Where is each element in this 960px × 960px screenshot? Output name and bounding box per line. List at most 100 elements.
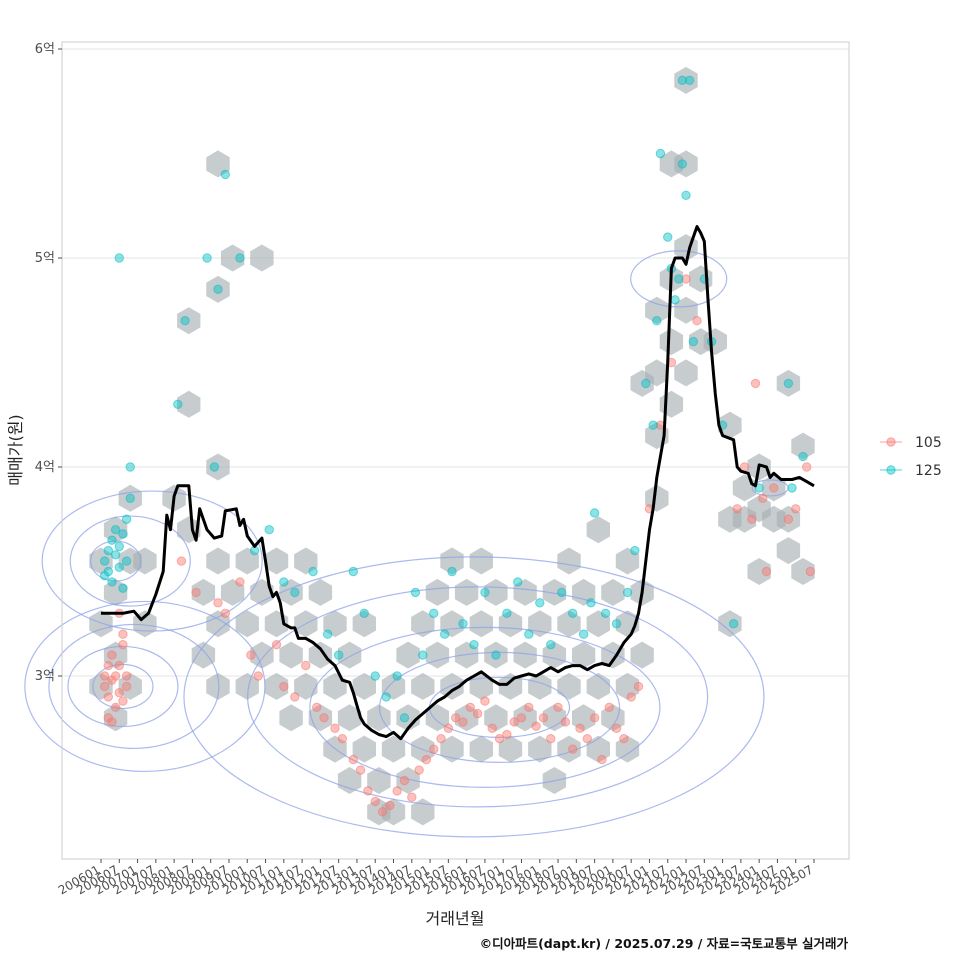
scatter-point-125 <box>235 253 245 263</box>
density-contour <box>247 586 709 808</box>
scatter-point-125 <box>469 639 479 650</box>
scatter-point-105 <box>110 702 121 713</box>
hexbin-cell <box>572 641 596 669</box>
scatter-point-125 <box>125 462 135 472</box>
scatter-point-125 <box>114 253 124 263</box>
legend: 105 125 <box>880 435 942 479</box>
scatter-point-125 <box>491 650 501 660</box>
scatter-point-125 <box>622 587 633 598</box>
scatter-point-125 <box>502 608 512 618</box>
hexbin-cell <box>645 359 669 387</box>
scatter-point-125 <box>524 629 534 639</box>
hexbin-cell <box>381 798 406 826</box>
hexbin-cell <box>279 641 303 669</box>
scatter-point-105 <box>465 702 475 713</box>
scatter-point-105 <box>355 765 366 775</box>
hexbin-cell <box>674 66 698 94</box>
scatter-point-125 <box>655 148 666 159</box>
hexbin-cell <box>674 359 698 387</box>
hexbin-cell <box>586 516 610 544</box>
hexbin-cell <box>206 275 230 303</box>
hexbin-cell <box>411 610 435 638</box>
scatter-point-105 <box>246 650 256 660</box>
hexbin-cell <box>454 578 479 606</box>
scatter-point-125 <box>103 545 114 556</box>
scatter-point-105 <box>604 702 614 713</box>
scatter-point-125 <box>663 232 673 242</box>
hexbin-cell <box>206 672 230 700</box>
scatter-point-125 <box>681 190 691 201</box>
hexbin-cell <box>469 610 493 638</box>
scatter-point-105 <box>436 734 446 744</box>
scatter-point-125 <box>670 295 680 305</box>
legend-label: 105 <box>915 435 942 451</box>
scatter-point-125 <box>290 587 300 598</box>
hexbin-cell <box>381 735 406 763</box>
scatter-point-105 <box>118 639 128 650</box>
scatter-point-125 <box>279 577 289 587</box>
scatter-point-125 <box>125 493 135 504</box>
hexbin-cell <box>557 672 581 700</box>
scatter-point-105 <box>319 713 329 723</box>
scatter-point-105 <box>589 713 600 723</box>
scatter-point-125 <box>630 545 640 556</box>
scatter-point-105 <box>279 681 289 692</box>
scatter-point-125 <box>308 566 318 577</box>
scatter-point-125 <box>410 587 421 598</box>
scatter-point-105 <box>732 504 742 514</box>
scatter-point-105 <box>692 316 702 326</box>
trend-line <box>101 225 815 741</box>
hexbin-cell <box>791 558 815 585</box>
scatter-point-125 <box>787 483 797 493</box>
scatter-point-125 <box>107 577 117 587</box>
scatter-point-105 <box>121 671 132 681</box>
panel-frame <box>61 41 850 860</box>
hexbin-cell <box>235 610 259 638</box>
density-contour <box>183 556 765 838</box>
hexbin-cell <box>718 411 742 439</box>
scatter-point-125 <box>399 713 410 723</box>
scatter-point-105 <box>235 577 245 587</box>
scatter-point-105 <box>377 807 388 817</box>
hexbin-cell <box>250 641 274 669</box>
scatter-point-105 <box>480 696 490 706</box>
scatter-point-125 <box>333 650 344 660</box>
scatter-point-125 <box>348 566 358 577</box>
scatter-point-125 <box>429 608 439 618</box>
scatter-point-105 <box>494 734 505 744</box>
scatter-point-105 <box>531 721 541 731</box>
density-contour-layer <box>24 250 789 838</box>
hexbin-cell <box>601 578 625 606</box>
y-axis: 3억 4억 5억 6억 <box>35 42 62 684</box>
scatter-point-105 <box>370 796 380 807</box>
scatter-point-125 <box>567 608 578 618</box>
trend-line-layer <box>101 225 815 741</box>
scatter-point-105 <box>582 734 593 744</box>
scatter-point-105 <box>363 786 373 796</box>
scatter-point-125 <box>513 577 523 587</box>
scatter-point-105 <box>99 681 110 692</box>
hexbin-cell <box>542 578 567 606</box>
scatter-point-105 <box>110 671 121 681</box>
scatter-point-105 <box>575 723 585 733</box>
scatter-point-125 <box>677 75 688 86</box>
hexbin-cell <box>411 798 435 826</box>
hexbin-cell <box>103 704 128 732</box>
hexbin-cell <box>776 369 801 397</box>
y-tick-label: 4억 <box>35 460 55 475</box>
scatter-point-105 <box>769 483 779 493</box>
scatter-point-105 <box>348 754 358 765</box>
scatter-point-125 <box>359 608 369 618</box>
hexbin-cell <box>513 641 537 669</box>
hexbin-cell <box>250 244 274 272</box>
scatter-point-105 <box>107 717 117 727</box>
scatter-point-125 <box>114 541 124 552</box>
scatter-point-125 <box>392 671 402 681</box>
hexbin-cell <box>177 307 201 335</box>
scatter-point-125 <box>103 566 114 577</box>
scatter-point-105 <box>633 681 644 692</box>
hexbin-cell <box>191 578 216 606</box>
scatter-point-105 <box>546 734 556 744</box>
hexbin-cell <box>469 735 493 763</box>
scatter-point-105 <box>783 514 794 524</box>
